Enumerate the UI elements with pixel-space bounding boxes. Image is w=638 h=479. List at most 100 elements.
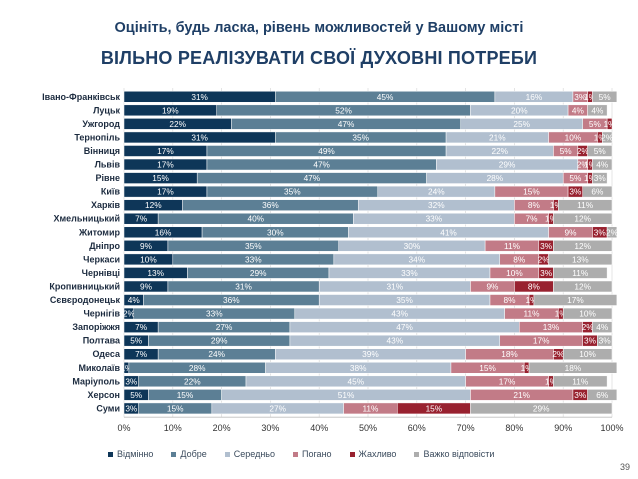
category-label: Одеса [93, 349, 121, 359]
data-label: 52% [335, 105, 352, 115]
data-label: 5% [589, 119, 602, 129]
legend-label: Важко відповісти [423, 449, 495, 459]
data-label: 2% [606, 227, 619, 237]
data-label: 15% [523, 187, 540, 197]
bar-segment [587, 104, 608, 117]
category-label: Кропивницький [49, 281, 120, 291]
chart-title-line2: ВІЛЬНО РЕАЛІЗУВАТИ СВОЇ ДУХОВНІ ПОТРЕБИ [100, 48, 538, 68]
data-label: 1% [584, 92, 597, 102]
data-label: 8% [528, 281, 541, 291]
data-label: 3% [540, 268, 553, 278]
data-label: 3% [125, 403, 138, 413]
data-label: 1% [584, 173, 597, 183]
data-label: 4% [596, 160, 609, 170]
legend-label: Середньо [233, 449, 275, 459]
category-label: Чернівці [82, 268, 120, 278]
data-label: 4% [128, 295, 141, 305]
category-label: Полтава [83, 336, 121, 346]
data-label: 24% [428, 187, 445, 197]
category-label: Рівне [96, 173, 120, 183]
data-label: 1% [525, 295, 538, 305]
category-label: Маріуполь [72, 376, 120, 386]
category-label: Луцьк [93, 105, 120, 115]
data-label: 29% [250, 268, 267, 278]
data-label: 8% [513, 254, 526, 264]
data-label: 30% [267, 227, 284, 237]
category-label: Дніпро [89, 241, 120, 251]
data-label: 36% [262, 200, 279, 210]
data-label: 1% [584, 160, 597, 170]
x-tick-label: 90% [554, 423, 572, 433]
data-label: 5% [560, 146, 573, 156]
category-label: Івано-Франківськ [42, 92, 120, 102]
data-label: 38% [350, 363, 367, 373]
legend-label: Жахливо [358, 449, 397, 459]
category-label: Житомир [78, 227, 121, 237]
data-label: 15% [152, 173, 169, 183]
data-label: 3% [574, 390, 587, 400]
data-label: 5% [599, 92, 612, 102]
data-label: 11% [362, 403, 379, 413]
data-label: 43% [391, 309, 408, 319]
data-label: 31% [191, 132, 208, 142]
page-number: 39 [619, 462, 630, 472]
data-label: 35% [284, 187, 301, 197]
data-label: 22% [169, 119, 186, 129]
bar-segment [606, 226, 618, 239]
data-label: 36% [223, 295, 240, 305]
data-label: 29% [533, 403, 550, 413]
data-label: 30% [404, 241, 421, 251]
data-label: 12% [574, 214, 591, 224]
data-label: 47% [313, 160, 330, 170]
data-label: 29% [499, 160, 516, 170]
data-label: 1% [594, 132, 607, 142]
data-label: 47% [396, 322, 413, 332]
data-label: 9% [565, 227, 578, 237]
bar-segment [562, 307, 613, 320]
data-label: 15% [426, 403, 443, 413]
category-label: Миколаїв [79, 363, 121, 373]
data-label: 15% [167, 403, 184, 413]
data-label: 5% [569, 173, 582, 183]
data-label: 7% [135, 214, 148, 224]
data-label: 5% [130, 390, 143, 400]
data-label: 47% [304, 173, 321, 183]
data-label: 27% [216, 322, 233, 332]
data-label: 6% [596, 390, 609, 400]
legend-label: Погано [302, 449, 332, 459]
data-label: 7% [135, 349, 148, 359]
bar-segment [592, 172, 608, 184]
data-label: 5% [594, 146, 607, 156]
data-label: 20% [511, 105, 528, 115]
bar-segment [533, 294, 618, 306]
data-label: 1% [545, 214, 558, 224]
bar-segment [592, 321, 613, 333]
data-label: 10% [140, 254, 157, 264]
data-label: 45% [347, 376, 364, 386]
data-label: 8% [528, 200, 541, 210]
data-label: 7% [135, 322, 148, 332]
legend-swatch [414, 452, 420, 458]
bar-segment [553, 280, 613, 293]
data-label: 7% [525, 214, 538, 224]
data-label: 4% [572, 105, 585, 115]
data-label: 4% [596, 322, 609, 332]
x-tick-label: 80% [505, 423, 523, 433]
legend-swatch [224, 452, 230, 458]
x-tick-label: 70% [457, 423, 475, 433]
data-label: 1% [521, 363, 534, 373]
x-tick-label: 40% [310, 423, 328, 433]
data-label: 9% [140, 241, 153, 251]
data-label: 47% [338, 119, 355, 129]
data-label: 35% [396, 295, 413, 305]
x-tick-label: 100% [600, 423, 623, 433]
data-label: 10% [565, 132, 582, 142]
category-label: Херсон [88, 390, 120, 400]
data-label: 3% [569, 187, 582, 197]
data-label: 16% [155, 227, 172, 237]
data-label: 22% [491, 146, 508, 156]
data-label: 3% [584, 336, 597, 346]
data-label: 2% [577, 160, 590, 170]
data-label: 35% [245, 241, 262, 251]
